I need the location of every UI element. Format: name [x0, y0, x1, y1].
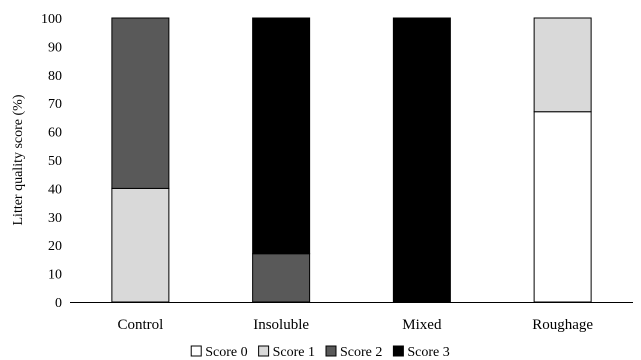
legend-item: Score 2 — [325, 345, 382, 360]
legend-label: Score 0 — [205, 345, 247, 360]
y-tick-label: 90 — [48, 40, 62, 55]
x-tick-label: Roughage — [532, 317, 593, 333]
x-tick-label: Mixed — [402, 317, 442, 333]
legend-item: Score 1 — [258, 345, 315, 360]
y-tick-label: 100 — [41, 12, 62, 27]
x-tick-label: Control — [117, 317, 163, 333]
x-tick-label: Insoluble — [253, 317, 309, 333]
legend-item: Score 3 — [392, 345, 450, 360]
bar-segment-score-2 — [252, 253, 311, 303]
legend: Score 0 Score 1 Score 2 Score 3 — [190, 345, 450, 360]
legend-label: Score 2 — [340, 345, 382, 360]
bars — [111, 17, 592, 303]
bar-segment-score-1 — [111, 187, 170, 303]
y-axis-ticks: 0 10 20 30 40 50 60 70 80 90 100 — [41, 12, 62, 311]
bar-segment-score-0 — [533, 111, 592, 303]
y-tick-label: 0 — [55, 296, 62, 311]
y-tick-label: 60 — [48, 126, 62, 141]
y-tick-label: 80 — [48, 69, 62, 84]
y-tick-label: 10 — [48, 268, 62, 283]
y-tick-label: 70 — [48, 97, 62, 112]
bar-segment-score-3 — [252, 17, 311, 255]
y-tick-label: 30 — [48, 211, 62, 226]
legend-swatch — [392, 345, 404, 357]
bar-segment-score-3 — [392, 17, 451, 303]
y-tick-label: 50 — [48, 154, 62, 169]
x-axis-labels: Control Insoluble Mixed Roughage — [117, 317, 593, 333]
bar-segment-score-2 — [111, 17, 170, 189]
legend-swatch — [258, 345, 270, 357]
legend-label: Score 3 — [407, 345, 449, 360]
y-axis-title: Litter quality score (%) — [11, 94, 26, 225]
bar-segment-score-1 — [533, 17, 592, 113]
legend-item: Score 0 — [190, 345, 248, 360]
y-tick-label: 20 — [48, 239, 62, 254]
legend-swatch — [190, 345, 202, 357]
legend-swatch — [325, 345, 337, 357]
legend-label: Score 1 — [273, 345, 315, 360]
y-tick-label: 40 — [48, 182, 62, 197]
